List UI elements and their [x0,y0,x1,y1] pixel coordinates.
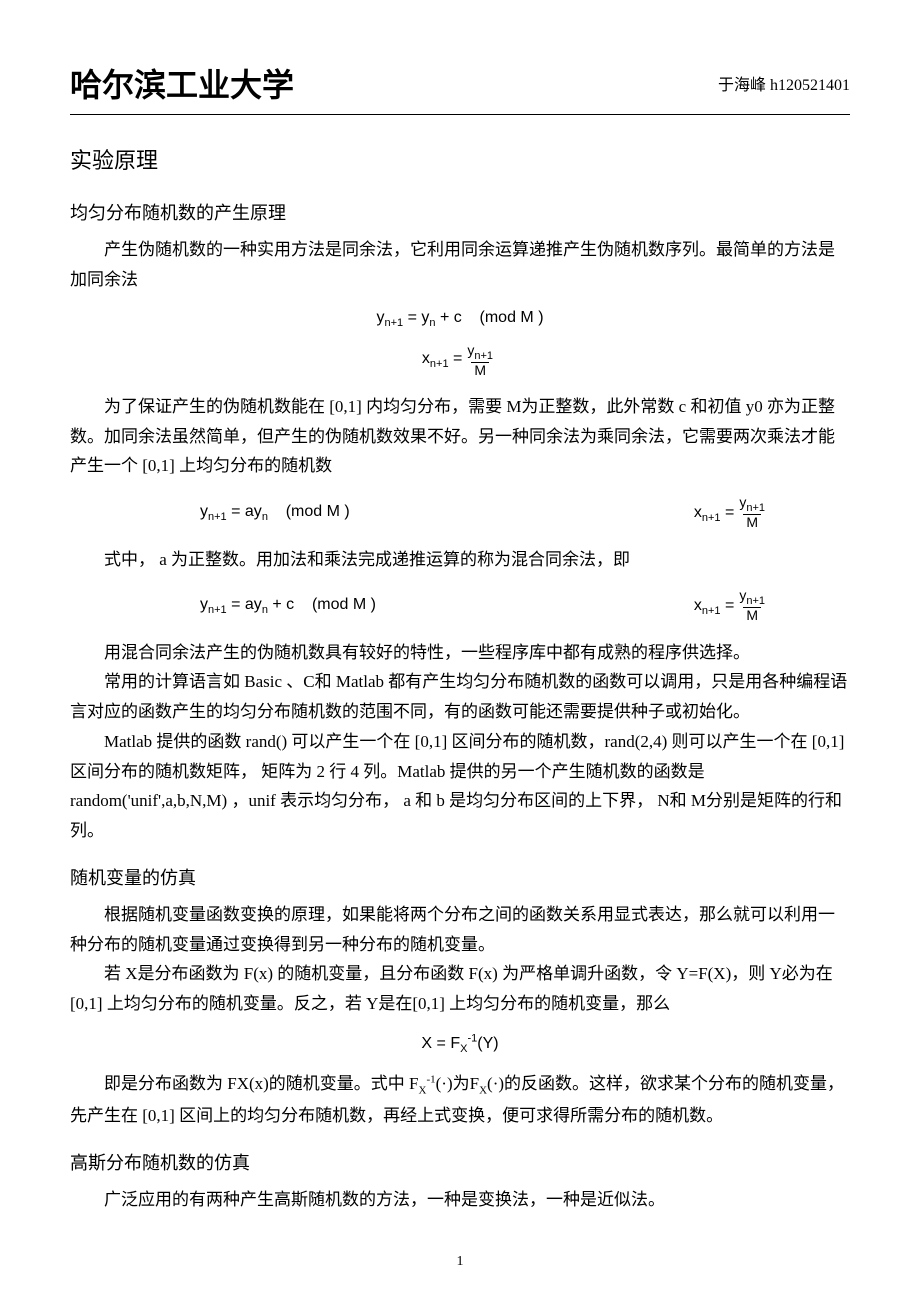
formula3: yn+1 = ayn (mod M ) xn+1 =yn+1M [70,495,850,530]
formula-text: X = FX-1(Y) [421,1035,498,1052]
header-divider [70,114,850,115]
formula2: xn+1 = yn+1 M [70,343,850,378]
text: 式中， a 为正整数。用加法和乘法完成递推运算的称为混合同余法，即 [104,550,630,569]
section2-heading: 随机变量的仿真 [70,864,850,890]
section1-p5: 常用的计算语言如 Basic 、C和 Matlab 都有产生均匀分布随机数的函数… [70,667,850,727]
section2-p1: 根据随机变量函数变换的原理，如果能将两个分布之间的函数关系用显式表达，那么就可以… [70,900,850,960]
section1-p4: 用混合同余法产生的伪随机数具有较好的特性，一些程序库中都有成熟的程序供选择。 [70,638,850,668]
section3-p1: 广泛应用的有两种产生高斯随机数的方法，一种是变换法，一种是近似法。 [70,1185,850,1215]
formula1: yn+1 = yn + c (mod M ) [70,309,850,329]
formula4: yn+1 = ayn + c (mod M ) xn+1 =yn+1M [70,588,850,623]
text: 产生伪随机数的一种实用方法是同余法，它利用同余运算递推产生伪随机数序列。最简单的… [70,240,835,289]
formula-text: yn+1 = yn + c (mod M ) [376,309,543,326]
text: Matlab 提供的函数 rand() 可以产生一个在 [0,1] 区间分布的随… [70,732,844,840]
text: 常用的计算语言如 Basic 、C和 Matlab 都有产生均匀分布随机数的函数… [70,672,847,721]
section1-heading: 均匀分布随机数的产生原理 [70,199,850,225]
section1-p6: Matlab 提供的函数 rand() 可以产生一个在 [0,1] 区间分布的随… [70,727,850,846]
section3-heading: 高斯分布随机数的仿真 [70,1149,850,1175]
denominator: M [471,362,489,378]
formula-right: xn+1 =yn+1M [694,588,770,623]
text: 若 X是分布函数为 F(x) 的随机变量，且分布函数 F(x) 为严格单调升函数… [70,964,833,1013]
school-name: 哈尔滨工业大学 [70,60,294,106]
page-header: 哈尔滨工业大学 于海峰 h120521401 [70,60,850,106]
formula5: X = FX-1(Y) [70,1033,850,1056]
formula-right: xn+1 =yn+1M [694,495,770,530]
main-title: 实验原理 [70,143,850,175]
author-label: 于海峰 h120521401 [718,71,850,95]
formula-left: yn+1 = ayn + c (mod M ) [200,596,376,616]
page-number: 1 [70,1254,850,1270]
section1-p2: 为了保证产生的伪随机数能在 [0,1] 内均匀分布，需要 M为正整数，此外常数 … [70,392,850,481]
fraction: yn+1 M [464,343,496,378]
text: 为了保证产生的伪随机数能在 [0,1] 内均匀分布，需要 M为正整数，此外常数 … [70,397,835,476]
text: 根据随机变量函数变换的原理，如果能将两个分布之间的函数关系用显式表达，那么就可以… [70,905,835,954]
formula-lhs: xn+1 = [422,350,462,370]
section2-p3: 即是分布函数为 FX(x)的随机变量。式中 FX-1(·)为FX(·)的反函数。… [70,1069,850,1130]
section1-p3: 式中， a 为正整数。用加法和乘法完成递推运算的称为混合同余法，即 [70,545,850,575]
text: 广泛应用的有两种产生高斯随机数的方法，一种是变换法，一种是近似法。 [104,1190,665,1209]
section1-p1: 产生伪随机数的一种实用方法是同余法，它利用同余运算递推产生伪随机数序列。最简单的… [70,235,850,295]
section2-p2: 若 X是分布函数为 F(x) 的随机变量，且分布函数 F(x) 为严格单调升函数… [70,959,850,1019]
formula-left: yn+1 = ayn (mod M ) [200,503,350,523]
numerator: yn+1 [464,343,496,362]
text: 用混合同余法产生的伪随机数具有较好的特性，一些程序库中都有成熟的程序供选择。 [104,643,750,662]
